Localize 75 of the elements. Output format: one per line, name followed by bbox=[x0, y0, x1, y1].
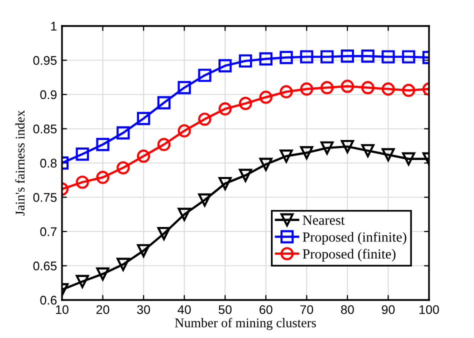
legend-label: Proposed (infinite) bbox=[302, 232, 406, 245]
y-tick-label: 0.95 bbox=[33, 56, 57, 65]
x-tick-label: 60 bbox=[260, 305, 272, 314]
point bbox=[157, 138, 171, 152]
point bbox=[178, 81, 191, 94]
legend-label: Nearest bbox=[302, 216, 345, 225]
point bbox=[96, 170, 110, 184]
point bbox=[178, 208, 191, 221]
point bbox=[402, 84, 416, 97]
point bbox=[259, 90, 272, 104]
point bbox=[320, 141, 334, 155]
point bbox=[320, 81, 334, 94]
point bbox=[361, 81, 374, 94]
x-tick-label: 70 bbox=[300, 305, 314, 314]
point bbox=[218, 102, 232, 116]
x-tick-label: 100 bbox=[420, 305, 439, 314]
point bbox=[116, 126, 130, 140]
point bbox=[340, 140, 354, 154]
point bbox=[178, 124, 191, 138]
x-tick-label: 10 bbox=[56, 305, 68, 314]
point bbox=[238, 168, 252, 182]
point bbox=[300, 50, 314, 64]
x-tick-label: 20 bbox=[96, 305, 110, 314]
y-tick-label: 0.7 bbox=[40, 227, 57, 236]
point bbox=[300, 82, 314, 96]
y-axis-title: Jain's fairness index bbox=[15, 110, 25, 216]
point bbox=[76, 176, 89, 189]
point bbox=[280, 150, 293, 163]
point bbox=[320, 50, 334, 64]
point bbox=[76, 274, 89, 288]
x-axis-title: Number of mining clusters bbox=[174, 318, 316, 330]
point bbox=[136, 112, 150, 126]
x-tick-label: 90 bbox=[382, 305, 395, 314]
x-tick-label: 80 bbox=[341, 305, 354, 314]
point bbox=[76, 147, 89, 161]
y-tick-label: 0.65 bbox=[33, 262, 57, 270]
point bbox=[116, 161, 130, 174]
point bbox=[382, 82, 395, 96]
point bbox=[136, 150, 150, 163]
y-tick-label: 0.9 bbox=[40, 90, 57, 100]
legend-label: Proposed (finite) bbox=[302, 248, 396, 262]
point bbox=[361, 50, 374, 63]
point bbox=[259, 158, 272, 171]
point bbox=[340, 80, 354, 93]
point bbox=[402, 152, 416, 166]
point bbox=[198, 193, 212, 207]
y-tick-label: 0.75 bbox=[33, 193, 57, 202]
point bbox=[198, 68, 212, 82]
point bbox=[198, 112, 212, 126]
point bbox=[382, 148, 395, 162]
point bbox=[382, 50, 395, 64]
point bbox=[96, 267, 110, 281]
point bbox=[157, 96, 171, 110]
point bbox=[340, 50, 354, 63]
y-tick-label: 0.85 bbox=[33, 124, 57, 134]
point bbox=[259, 52, 272, 66]
point bbox=[136, 244, 150, 258]
x-tick-label: 50 bbox=[218, 305, 232, 314]
x-tick-label: 30 bbox=[137, 305, 150, 314]
point bbox=[361, 144, 374, 158]
point bbox=[218, 176, 232, 190]
y-tick-label: 0.8 bbox=[40, 158, 57, 168]
point bbox=[218, 59, 232, 72]
point bbox=[402, 50, 416, 64]
point bbox=[280, 50, 293, 64]
point bbox=[157, 226, 171, 240]
x-tick-label: 40 bbox=[178, 305, 191, 314]
point bbox=[96, 138, 110, 152]
point bbox=[238, 96, 252, 110]
y-tick-label: 0.6 bbox=[40, 296, 57, 305]
point bbox=[280, 85, 293, 98]
y-tick-label: 1 bbox=[51, 22, 57, 31]
point bbox=[238, 54, 252, 68]
point bbox=[116, 258, 130, 271]
point bbox=[300, 146, 314, 160]
